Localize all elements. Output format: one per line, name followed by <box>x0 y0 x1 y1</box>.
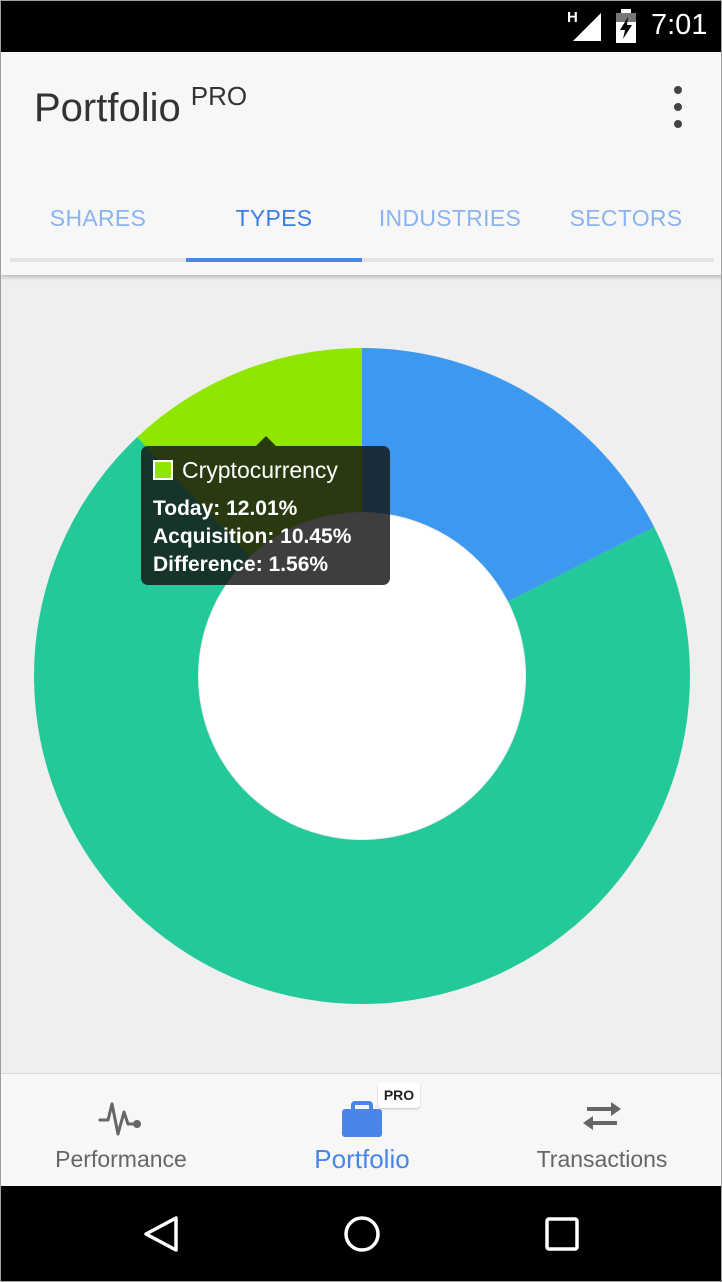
signal-icon <box>573 13 601 41</box>
recents-icon[interactable] <box>538 1210 586 1258</box>
nav-transactions-label: Transactions <box>536 1146 668 1172</box>
battery-charging-icon <box>616 9 636 43</box>
system-navigation-bar <box>1 1186 721 1281</box>
tooltip-series-name: Cryptocurrency <box>182 457 338 483</box>
tab-types[interactable]: TYPES <box>235 205 313 231</box>
tab-track <box>10 258 714 262</box>
tab-indicator <box>186 258 362 262</box>
donut-slice-0[interactable] <box>362 348 655 602</box>
tooltip-acquisition: Acquisition: 10.45% <box>153 525 352 548</box>
pulse-icon <box>98 1102 141 1136</box>
swap-arrows-icon <box>583 1102 621 1130</box>
status-bar: H 7:01 <box>1 1 721 52</box>
bottom-navigation: Performance Portfolio PRO Transactions <box>1 1073 721 1187</box>
tab-bar: SHARES TYPES INDUSTRIES SECTORS <box>10 192 714 262</box>
chart-tooltip: Cryptocurrency Today: 12.01% Acquisition… <box>141 436 390 585</box>
nav-portfolio[interactable]: Portfolio <box>242 1074 482 1187</box>
more-vert-icon[interactable] <box>661 86 695 128</box>
donut-hole <box>199 513 525 839</box>
donut-chart <box>33 348 690 1005</box>
title-pro-badge: PRO <box>190 81 248 111</box>
home-icon[interactable] <box>338 1210 386 1258</box>
pro-badge: PRO <box>378 1082 420 1108</box>
tab-shares[interactable]: SHARES <box>49 205 147 231</box>
nav-portfolio-label: Portfolio <box>314 1144 410 1174</box>
tab-industries[interactable]: INDUSTRIES <box>378 205 522 231</box>
nav-performance[interactable]: Performance <box>1 1074 241 1187</box>
page-title-text: Portfolio <box>34 86 181 130</box>
tooltip-swatch <box>153 460 173 480</box>
status-time: 7:01 <box>651 9 708 41</box>
network-type: H <box>567 9 578 26</box>
back-icon[interactable] <box>138 1210 186 1258</box>
tab-sectors[interactable]: SECTORS <box>569 205 683 231</box>
app-bar: Portfolio PRO SHARES TYPES INDUSTRIES SEC… <box>1 52 721 275</box>
chart-area: Cryptocurrency Today: 12.01% Acquisition… <box>1 275 721 1073</box>
tooltip-arrow <box>256 436 276 446</box>
nav-performance-label: Performance <box>55 1146 187 1172</box>
briefcase-icon <box>342 1101 382 1137</box>
page-title: Portfolio PRO <box>34 81 247 131</box>
tooltip-difference: Difference: 1.56% <box>153 553 329 576</box>
tooltip-today: Today: 12.01% <box>153 497 298 520</box>
nav-transactions[interactable]: Transactions <box>482 1074 721 1187</box>
